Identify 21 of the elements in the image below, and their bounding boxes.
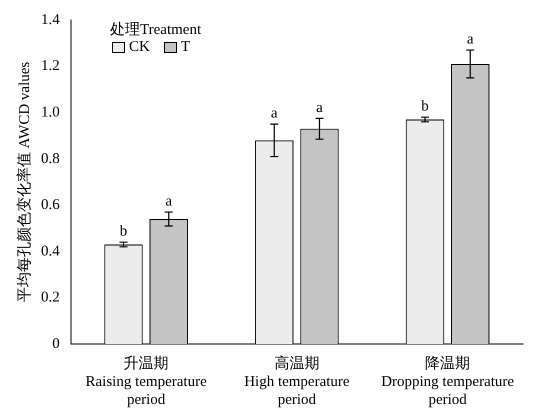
y-axis-title: 平均每孔颜色变化率值 AWCD values	[16, 62, 33, 302]
legend-label: CK	[129, 39, 150, 56]
y-tick-label: 0.8	[41, 150, 60, 167]
y-tick-label: 1.4	[41, 12, 60, 28]
data-label: b	[421, 98, 429, 115]
data-label: a	[466, 32, 474, 48]
x-tick-label: 降温期 Dropping temperature period	[381, 354, 514, 408]
y-tick-label: 1.0	[41, 104, 60, 121]
y-tick-label: 0.4	[41, 243, 60, 260]
y-tick-label: 0	[52, 336, 60, 352]
x-tick-label: 升温期 Raising temperature period	[86, 354, 208, 408]
x-tick-label: 高温期 High temperature period	[244, 354, 350, 408]
data-label: b	[120, 224, 128, 240]
y-tick-label: 0.6	[41, 197, 60, 214]
data-label: a	[165, 194, 172, 210]
data-label: a	[316, 100, 324, 116]
legend-title: 处理Treatment	[109, 20, 202, 39]
legend-label: T	[180, 39, 190, 56]
y-tick-label: 1.2	[41, 58, 60, 74]
y-tick-label: 0.2	[41, 290, 60, 306]
data-label: a	[270, 106, 278, 122]
